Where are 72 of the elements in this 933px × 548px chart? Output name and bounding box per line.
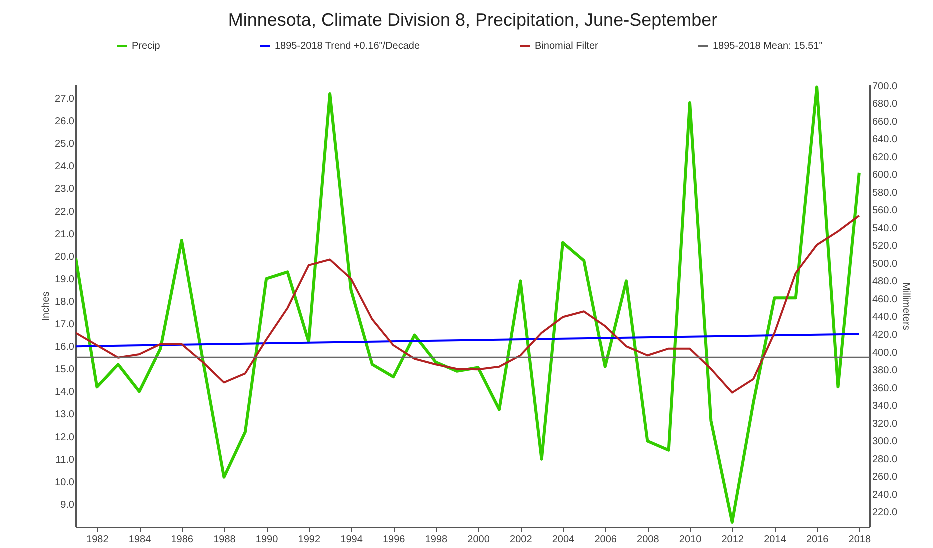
x-tick-label: 2008 — [637, 534, 660, 546]
x-tick-label: 1988 — [214, 534, 236, 546]
line-series — [76, 214, 860, 394]
x-tick-label: 1990 — [256, 534, 279, 546]
chart-title: Minnesota, Climate Division 8, Precipitation, June-September — [228, 10, 718, 30]
x-tick-label: 1994 — [340, 534, 364, 546]
y-tick-label: 13.0 — [55, 410, 75, 421]
y2-tick-label: 260.0 — [872, 472, 898, 484]
y2-tick-label: 440.0 — [872, 312, 898, 324]
x-tick-label: 1982 — [86, 534, 110, 546]
y-tick-label: 18.0 — [55, 296, 75, 308]
y-tick-label: 25.0 — [55, 139, 75, 150]
legend-label: Binomial Filter — [535, 41, 600, 52]
x-tick-label: 1998 — [425, 534, 448, 546]
y2-tick-label: 560.0 — [872, 206, 898, 217]
y-tick-label: 22.0 — [55, 206, 75, 218]
x-tick-label: 2016 — [806, 534, 830, 546]
x-tick-label: 1986 — [171, 534, 194, 546]
y-tick-label: 21.0 — [55, 229, 75, 240]
x-tick-label: 1992 — [298, 534, 321, 546]
y-tick-label: 15.0 — [55, 364, 75, 376]
x-tick-label: 2002 — [510, 534, 533, 546]
y2-tick-label: 700.0 — [872, 81, 898, 92]
x-tick-label: 2010 — [679, 534, 702, 546]
x-tick-label: 2018 — [848, 534, 872, 546]
x-tick-label: 2004 — [552, 534, 576, 546]
y2-tick-label: 640.0 — [872, 134, 898, 146]
y-tick-label: 9.0 — [60, 500, 75, 511]
y-tick-label: 12.0 — [55, 432, 75, 444]
y-tick-label: 26.0 — [55, 116, 75, 128]
legend-label: 1895-2018 Mean: 15.51" — [713, 41, 824, 52]
y2-tick-label: 380.0 — [872, 366, 898, 377]
y2-tick-label: 620.0 — [872, 152, 898, 164]
y2-tick-label: 280.0 — [872, 454, 898, 466]
y-tick-label: 19.0 — [55, 274, 75, 286]
x-tick-label: 1984 — [128, 534, 152, 546]
y2-tick-label: 300.0 — [872, 436, 898, 448]
y2-tick-label: 540.0 — [872, 223, 898, 234]
y2-tick-label: 220.0 — [872, 508, 898, 519]
y2-tick-label: 400.0 — [872, 348, 898, 359]
y2-tick-label: 340.0 — [872, 401, 898, 412]
y2-tick-label: 240.0 — [872, 490, 898, 501]
y2-tick-label: 360.0 — [872, 383, 898, 394]
y2-tick-label: 480.0 — [872, 276, 898, 288]
y2-tick-label: 660.0 — [872, 116, 898, 128]
y2-tick-label: 520.0 — [872, 241, 898, 252]
y-tick-label: 11.0 — [56, 454, 75, 466]
x-tick-label: 2000 — [468, 534, 490, 546]
y-axis-title: Inches — [41, 292, 52, 322]
x-tick-label: 2014 — [764, 534, 787, 546]
y-tick-label: 10.0 — [55, 477, 75, 488]
legend-label: 1895-2018 Trend +0.16"/Decade — [275, 41, 420, 52]
y-tick-label: 20.0 — [55, 252, 75, 263]
x-tick-label: 1996 — [382, 534, 406, 546]
y-tick-label: 24.0 — [55, 162, 75, 173]
y2-tick-label: 320.0 — [872, 418, 898, 430]
y2-tick-label: 460.0 — [872, 294, 898, 306]
y-tick-label: 14.0 — [55, 387, 75, 398]
line-series — [76, 86, 861, 524]
x-tick-label: 2006 — [594, 534, 618, 546]
y-tick-label: 27.0 — [55, 94, 75, 106]
y-tick-label: 17.0 — [55, 320, 75, 331]
legend-label: Precip — [132, 41, 161, 52]
y-tick-label: 16.0 — [55, 342, 75, 354]
x-tick-label: 2012 — [722, 534, 744, 546]
y2-tick-label: 500.0 — [872, 258, 898, 270]
y2-tick-label: 680.0 — [872, 99, 898, 110]
y2-axis-title: Millimeters — [900, 282, 912, 330]
y2-tick-label: 580.0 — [872, 188, 898, 199]
y-tick-label: 23.0 — [55, 184, 75, 196]
y2-tick-label: 600.0 — [872, 170, 898, 182]
y2-tick-label: 420.0 — [872, 330, 898, 341]
